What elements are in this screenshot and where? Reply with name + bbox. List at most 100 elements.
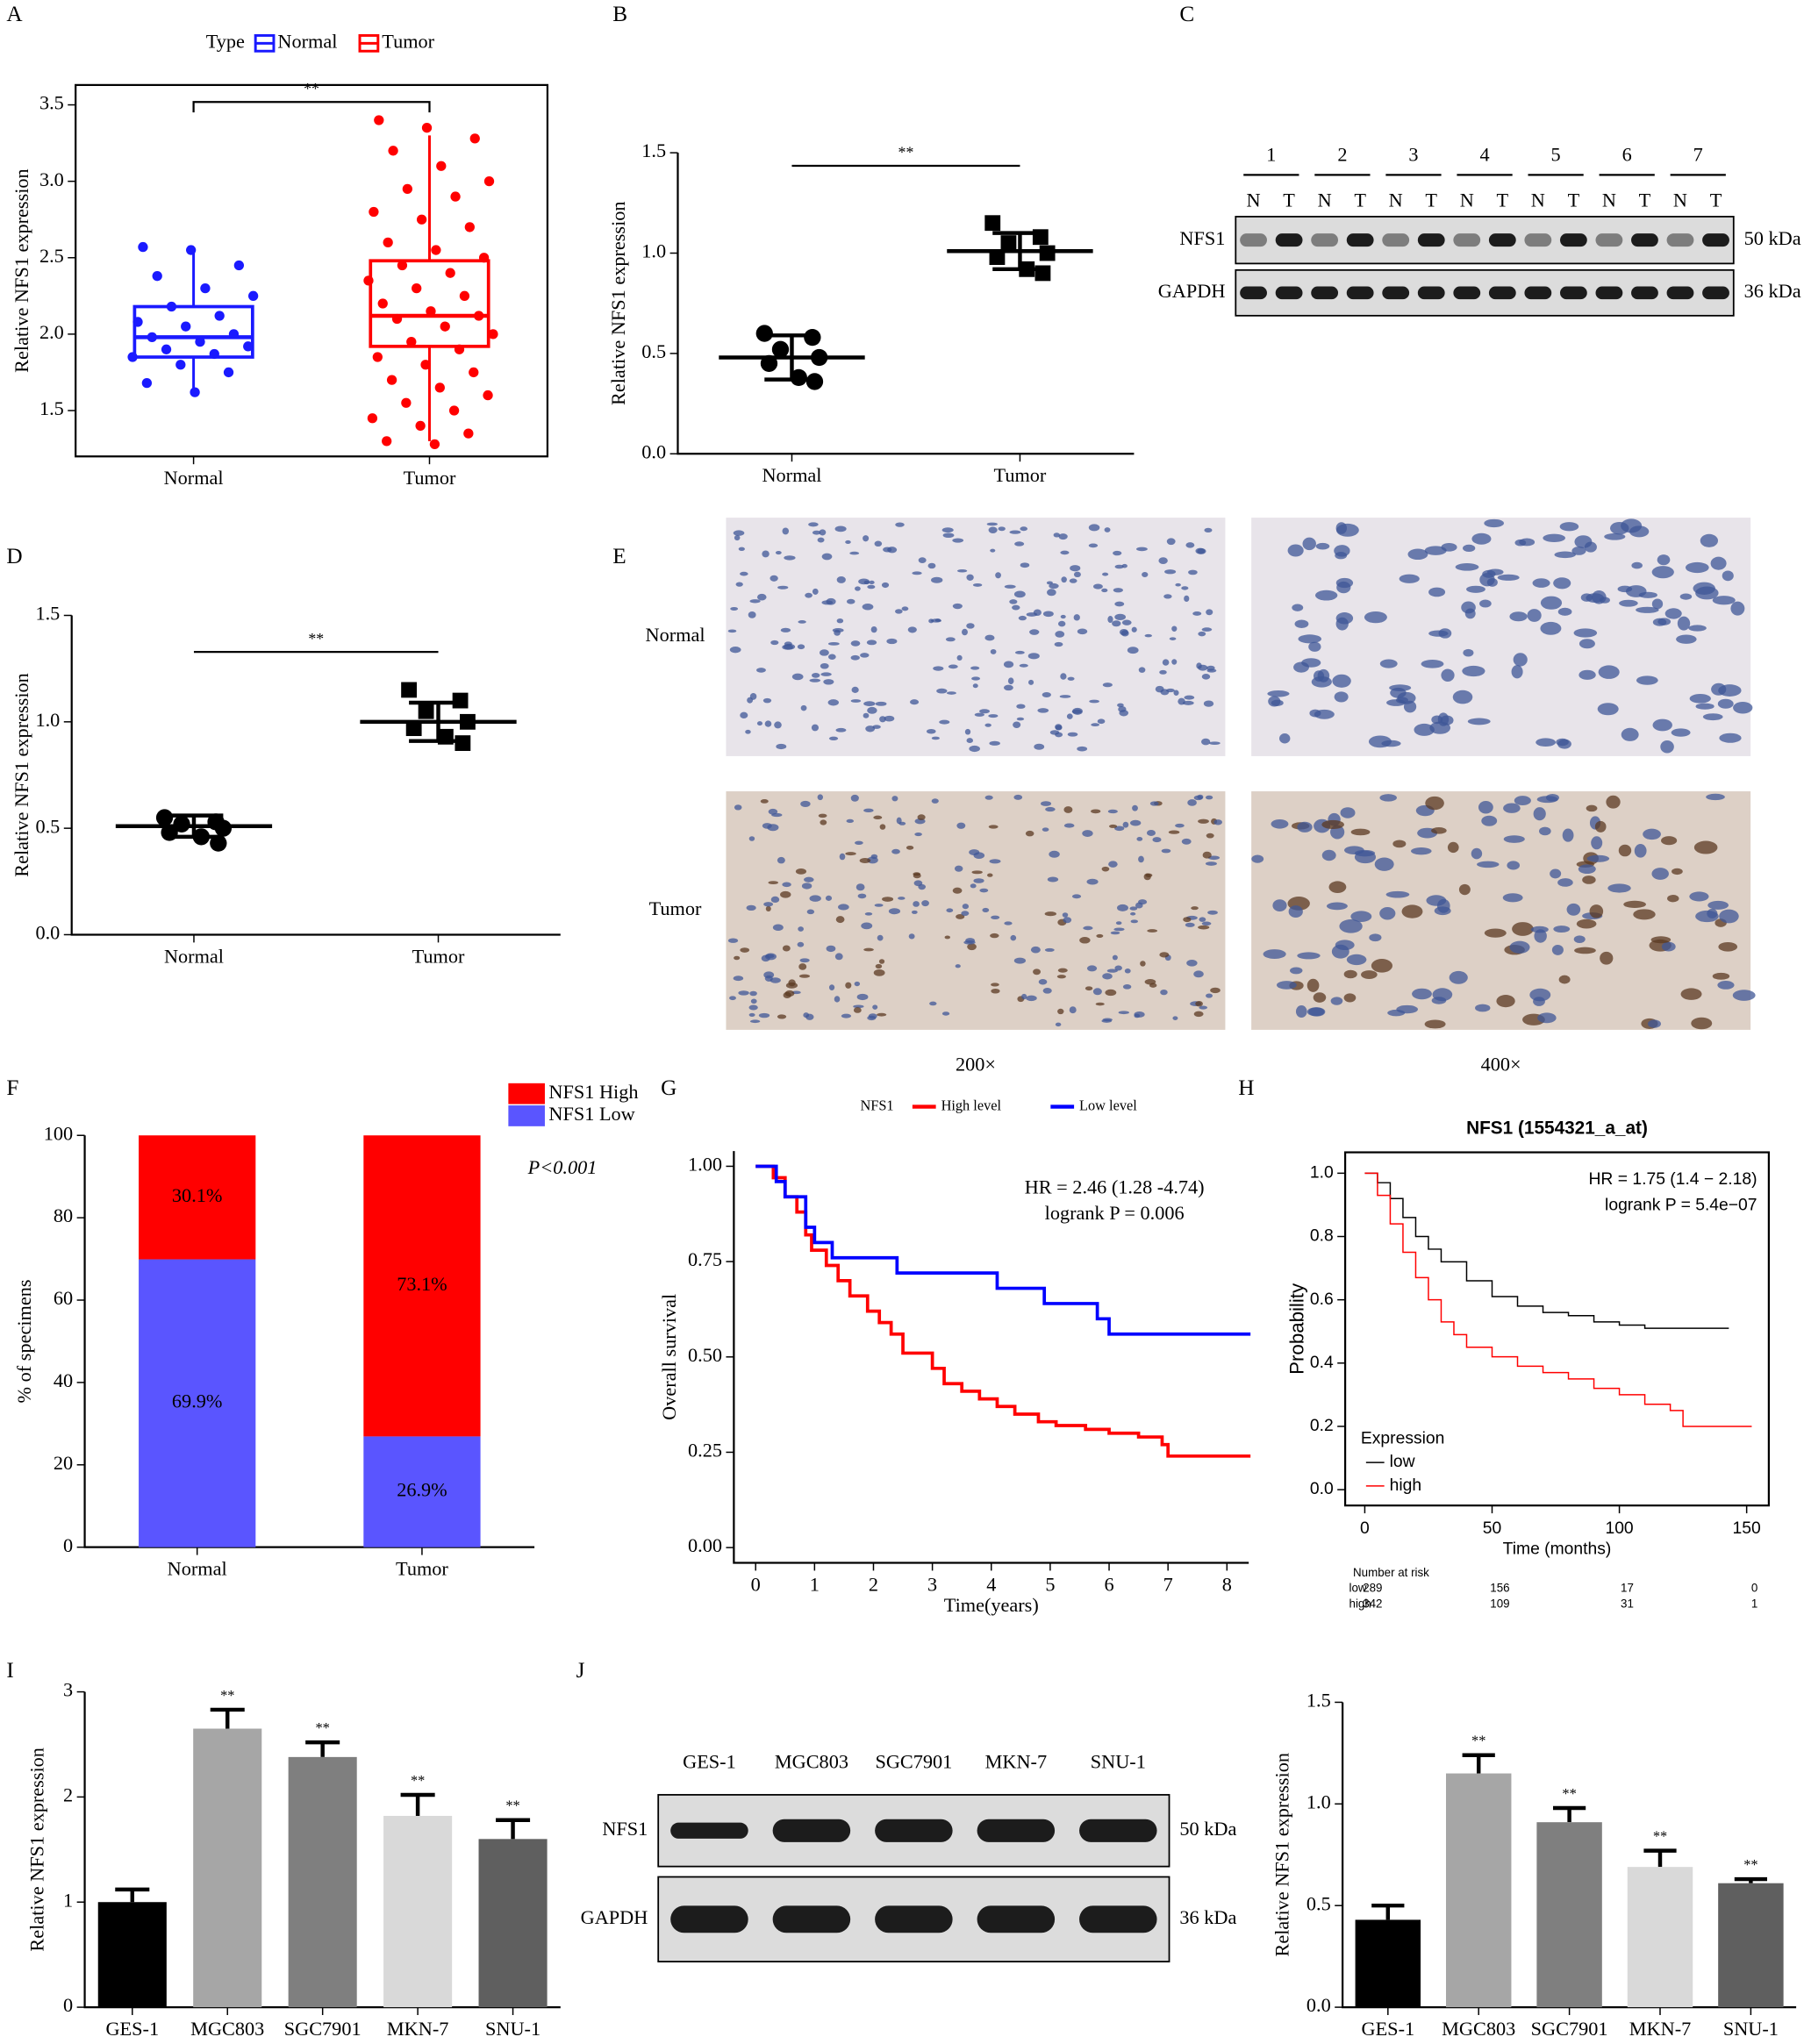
cell bbox=[1576, 918, 1597, 929]
significance-label: ** bbox=[411, 1772, 425, 1789]
cell bbox=[1077, 628, 1088, 635]
risk-count: 342 bbox=[1363, 1597, 1382, 1611]
cell bbox=[1045, 806, 1056, 812]
cell bbox=[1049, 730, 1060, 735]
y-tick-label: 40 bbox=[54, 1369, 73, 1391]
x-tick-label: Normal bbox=[168, 1558, 227, 1580]
cell bbox=[780, 890, 791, 898]
point bbox=[1000, 235, 1017, 252]
cell bbox=[1059, 695, 1071, 698]
significance-label: ** bbox=[220, 1687, 234, 1704]
cell bbox=[1328, 881, 1347, 893]
cell bbox=[934, 618, 941, 622]
cell bbox=[941, 527, 954, 533]
bar bbox=[478, 1839, 548, 2008]
cell bbox=[1600, 951, 1614, 965]
cell bbox=[1203, 700, 1214, 707]
cell bbox=[1071, 894, 1082, 899]
point bbox=[405, 720, 422, 737]
cell bbox=[1335, 552, 1348, 560]
cell bbox=[1507, 861, 1521, 870]
cell bbox=[1591, 836, 1603, 850]
cell bbox=[1643, 828, 1661, 840]
cell bbox=[1693, 840, 1718, 854]
cell bbox=[867, 584, 876, 590]
row-label: Normal bbox=[646, 624, 705, 646]
band bbox=[1275, 233, 1303, 247]
point bbox=[483, 176, 495, 187]
y-tick-label: 0 bbox=[63, 1994, 73, 2016]
point bbox=[228, 329, 240, 339]
cell bbox=[812, 673, 820, 678]
cell bbox=[849, 551, 860, 555]
cell bbox=[1016, 717, 1025, 721]
legend-title: NFS1 bbox=[860, 1097, 893, 1113]
cell bbox=[1108, 824, 1118, 828]
significance-label: ** bbox=[308, 630, 324, 647]
point bbox=[195, 336, 205, 347]
cell bbox=[1057, 968, 1068, 973]
y-axis-title: Relative NFS1 expression bbox=[607, 201, 629, 405]
cell bbox=[727, 938, 739, 943]
cell bbox=[817, 537, 825, 543]
error-bar bbox=[496, 1818, 531, 1840]
cell bbox=[966, 738, 973, 744]
cell bbox=[835, 916, 845, 924]
cell bbox=[955, 964, 961, 968]
cell bbox=[1599, 597, 1610, 604]
column-label: 200× bbox=[956, 1054, 996, 1076]
cell bbox=[906, 845, 914, 850]
point bbox=[448, 405, 460, 416]
cell bbox=[1661, 836, 1678, 846]
y-tick-label: 0.2 bbox=[1310, 1417, 1334, 1435]
cell bbox=[782, 527, 790, 535]
cell bbox=[1533, 807, 1546, 821]
x-tick-label: 0 bbox=[1360, 1519, 1370, 1538]
cell bbox=[850, 699, 862, 703]
legend-swatch bbox=[508, 1105, 545, 1126]
y-tick-label: 0.00 bbox=[688, 1534, 722, 1556]
cell bbox=[1161, 848, 1171, 854]
cell bbox=[1096, 933, 1104, 939]
cell bbox=[1086, 965, 1098, 972]
cell bbox=[1117, 703, 1124, 708]
cell bbox=[1441, 668, 1455, 682]
cell bbox=[926, 728, 936, 734]
cell bbox=[760, 798, 769, 804]
cell bbox=[1471, 847, 1483, 860]
x-tick-label: SNU-1 bbox=[485, 2018, 540, 2040]
cell bbox=[918, 883, 927, 890]
cell bbox=[735, 582, 743, 587]
point bbox=[454, 344, 465, 354]
value-label: 73.1% bbox=[397, 1273, 447, 1295]
cell bbox=[1063, 806, 1073, 813]
axis bbox=[70, 615, 561, 936]
cell bbox=[1147, 929, 1158, 933]
cell bbox=[748, 1004, 758, 1011]
cell bbox=[1540, 596, 1563, 610]
y-tick-label: 1.0 bbox=[1310, 1163, 1334, 1182]
cell bbox=[1083, 926, 1093, 931]
cell bbox=[811, 724, 820, 732]
cell bbox=[1013, 721, 1021, 728]
cell bbox=[970, 666, 980, 670]
cell bbox=[863, 947, 874, 952]
panel-letter: A bbox=[6, 2, 23, 26]
cell bbox=[1201, 627, 1213, 632]
cell bbox=[749, 599, 761, 604]
y-tick-label: 3.5 bbox=[39, 92, 64, 114]
cell bbox=[1213, 819, 1222, 825]
cell bbox=[846, 818, 855, 824]
cell bbox=[762, 823, 772, 829]
panel-letter: C bbox=[1179, 2, 1194, 26]
cell bbox=[858, 578, 870, 585]
y-tick-label: 0.0 bbox=[641, 440, 666, 462]
lane-label: 7 bbox=[1693, 144, 1703, 166]
cell bbox=[1185, 542, 1195, 548]
cell bbox=[1475, 1004, 1491, 1012]
cell bbox=[1138, 855, 1144, 863]
band bbox=[1079, 1905, 1157, 1933]
cell bbox=[1140, 961, 1146, 967]
cell bbox=[1399, 574, 1420, 583]
cell bbox=[729, 996, 736, 1001]
